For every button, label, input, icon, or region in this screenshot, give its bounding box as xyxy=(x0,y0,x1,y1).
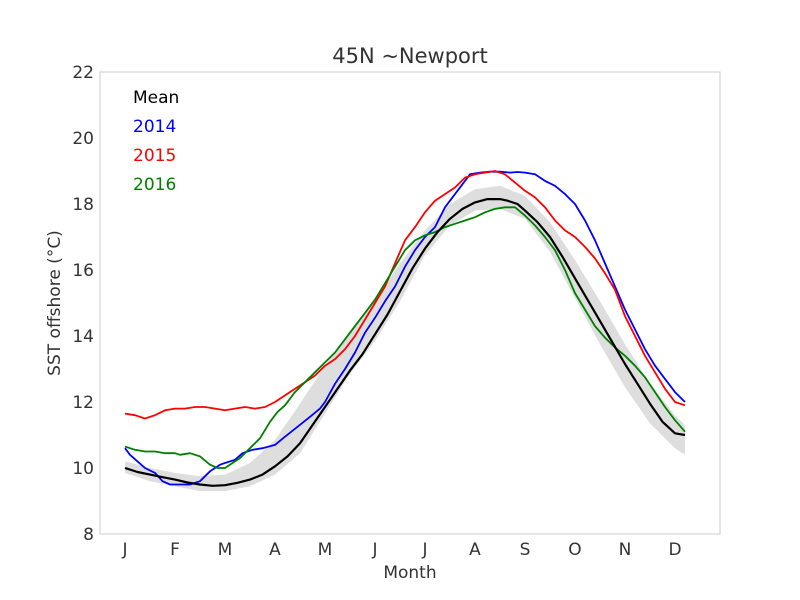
series-line-2015 xyxy=(124,170,686,420)
y-tick-label: 22 xyxy=(72,63,94,83)
y-tick-label: 8 xyxy=(83,525,94,545)
y-tick-label: 14 xyxy=(72,327,94,347)
x-tick-label: J xyxy=(371,540,377,560)
legend-entry-2016: 2016 xyxy=(133,175,176,195)
y-tick-label: 20 xyxy=(72,129,94,149)
x-axis-label: Month xyxy=(383,563,436,583)
range-band-layer xyxy=(125,185,685,492)
series-layer xyxy=(124,170,686,487)
legend-entry-2014: 2014 xyxy=(133,117,176,137)
x-tick-label: M xyxy=(318,540,333,560)
x-tick-label: F xyxy=(170,540,180,560)
y-tick-labels: 8 10 12 14 16 18 20 22 xyxy=(72,63,94,545)
y-tick-label: 16 xyxy=(72,261,94,281)
y-axis-label: SST offshore (°C) xyxy=(45,230,65,376)
x-tick-label: J xyxy=(121,540,127,560)
chart-title: 45N ~Newport xyxy=(332,44,488,68)
x-tick-label: M xyxy=(218,540,233,560)
y-tick-label: 18 xyxy=(72,195,94,215)
x-tick-label: J xyxy=(421,540,427,560)
x-tick-label: O xyxy=(568,540,581,560)
y-tick-label: 12 xyxy=(72,393,94,413)
legend-entry-2015: 2015 xyxy=(133,146,176,166)
x-tick-label: A xyxy=(269,540,281,560)
plot-frame xyxy=(99,71,721,535)
legend: Mean 2014 2015 2016 xyxy=(133,88,179,195)
series-line-2016 xyxy=(124,206,686,469)
legend-entry-mean: Mean xyxy=(133,88,179,108)
x-tick-label: A xyxy=(469,540,481,560)
x-tick-label: S xyxy=(520,540,531,560)
mean-range-band xyxy=(125,185,685,492)
x-tick-label: N xyxy=(619,540,632,560)
y-tick-label: 10 xyxy=(72,459,94,479)
x-tick-label: D xyxy=(668,540,681,560)
series-line-mean xyxy=(124,198,686,487)
series-line-2014 xyxy=(124,170,686,486)
